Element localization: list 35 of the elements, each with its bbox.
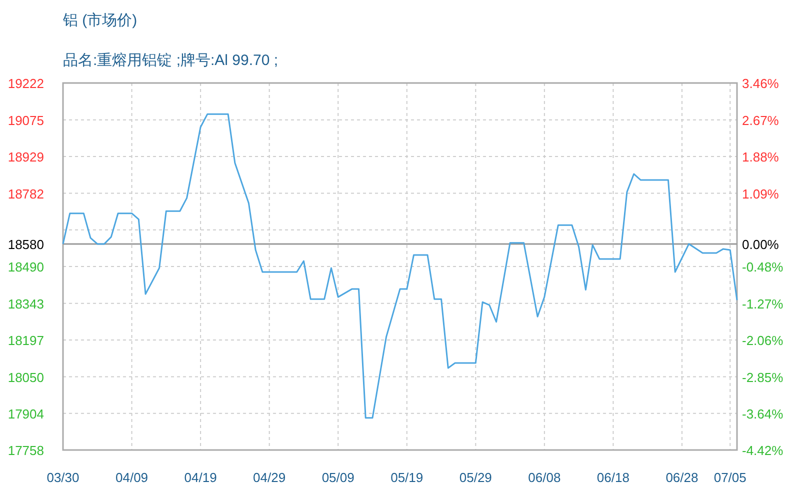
x-tick-label: 06/18 [596,470,630,485]
chart-title: 铝 (市场价) [62,12,138,29]
y2-tick-label: -1.27% [742,296,784,312]
y2-tick-label: -4.42% [742,443,784,458]
x-tick-label: 06/28 [666,470,698,485]
y2-tick-label: 1.09% [742,186,780,202]
y-tick-label: 18343 [8,296,44,312]
y2-tick-label: -3.64% [742,406,784,422]
y-tick-label: 18782 [8,186,44,202]
y2-tick-label: 1.88% [742,150,780,165]
y2-tick-label: -2.85% [742,370,784,385]
y-tick-label: 17758 [8,443,44,458]
y-tick-label: 17904 [8,406,44,422]
y-tick-label: 18197 [8,332,44,348]
x-tick-label: 04/09 [116,470,148,485]
x-tick-label: 05/29 [459,470,492,485]
y2-tick-label: -2.06% [742,333,784,348]
x-tick-label: 07/05 [714,470,746,485]
x-tick-label: 05/19 [390,470,424,485]
y2-tick-label: 2.67% [742,112,780,128]
y2-tick-label: -0.48% [742,260,784,274]
x-tick-label: 04/29 [253,470,286,485]
y-tick-label: 18050 [8,370,44,385]
x-tick-label: 04/19 [184,470,217,485]
y-tick-label: 18490 [8,260,44,274]
y2-tick-label: 0.00% [742,237,780,252]
chart-subtitle: 品名:重熔用铝锭 ;牌号:Al 99.70 ; [63,52,278,69]
y-tick-label: 19222 [8,76,44,91]
y-tick-label: 19075 [8,112,44,128]
y2-tick-label: 3.46% [742,76,780,91]
x-tick-label: 06/08 [528,470,561,485]
y-tick-label: 18580 [8,236,44,252]
x-tick-label: 05/09 [322,470,354,485]
y-tick-label: 18929 [8,149,44,164]
x-tick-label: 03/30 [46,470,80,485]
